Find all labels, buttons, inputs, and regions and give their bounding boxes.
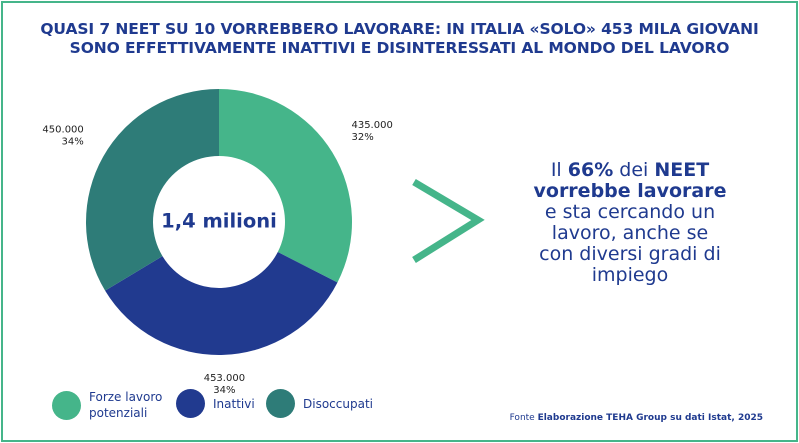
callout-highlight-neet: NEET [654,159,710,181]
slice-percent-label-1: 34% [213,385,235,396]
title-line-2: SONO EFFETTIVAMENTE INATTIVI E DISINTERE… [69,39,730,57]
legend-label-disoccupati: Disoccupati [303,396,373,411]
slice-percent-label-2: 34% [62,137,84,148]
source-text: Elaborazione TEHA Group su dati Istat, 2… [537,413,763,423]
legend-swatch-forze-lavoro [52,390,81,420]
legend-swatch-disoccupati [266,389,295,418]
title-line-1: QUASI 7 NEET SU 10 VORREBBERO LAVORARE: … [40,20,759,38]
callout-text: Il 66% dei NEET vorrebbe lavorare e sta … [500,160,760,286]
chart-title: QUASI 7 NEET SU 10 VORREBBERO LAVORARE: … [0,20,799,58]
slice-value-label-0: 435.000 [351,120,392,131]
donut-slice-0 [219,89,352,283]
donut-slice-1 [105,252,338,356]
source-prefix: Fonte [509,413,538,423]
chevron-right-icon [412,178,485,263]
slice-percent-label-0: 32% [351,132,373,143]
legend-item-disoccupati: Disoccupati [266,389,373,418]
center-total-label: 1,4 milioni [161,210,277,233]
callout-rest: e sta cercando un lavoro, anche se con d… [539,201,721,286]
legend-item-forze-lavoro: Forze lavoro potenziali [52,389,179,421]
callout-highlight-line2: vorrebbe lavorare [533,180,727,202]
callout-prefix: Il [550,159,568,181]
legend-swatch-inattivi [176,389,205,418]
donut-slice-2 [86,89,219,291]
legend-label-forze-lavoro: Forze lavoro potenziali [89,390,163,420]
source-note: Fonte Elaborazione TEHA Group su dati Is… [510,413,763,423]
callout-mid: dei [613,159,655,181]
slice-value-label-2: 450.000 [42,125,83,136]
legend-label-inattivi: Inattivi [213,396,255,411]
legend-item-inattivi: Inattivi [176,389,255,418]
callout-highlight-pct: 66% [567,159,614,181]
slice-value-label-1: 453.000 [204,373,245,384]
